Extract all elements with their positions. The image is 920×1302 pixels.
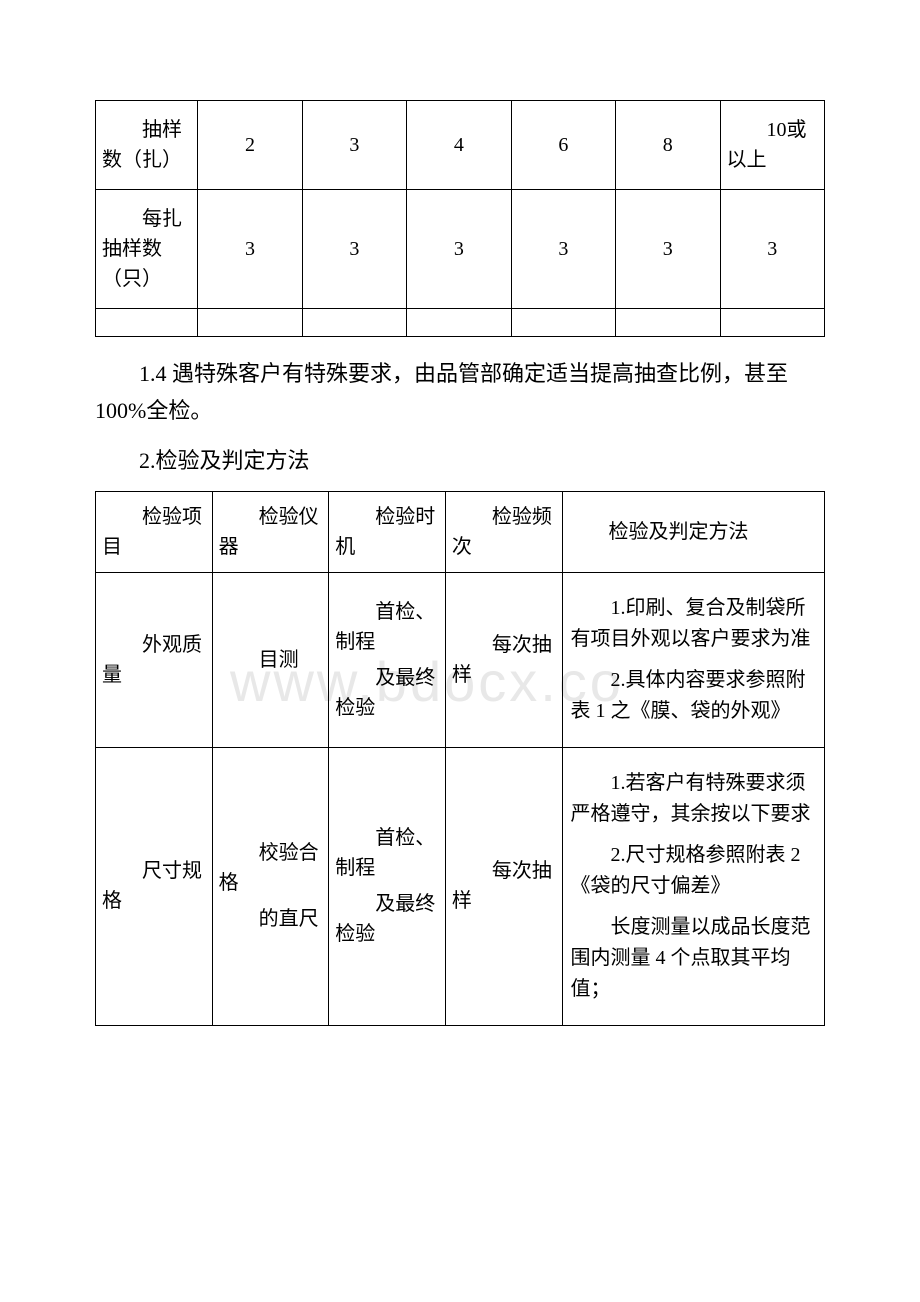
cell-value: 6 (511, 101, 615, 190)
method-text: 长度测量以成品长度范围内测量 4 个点取其平均值； (571, 912, 817, 1005)
cell-value: 3 (720, 190, 824, 309)
cell-value: 3 (302, 190, 406, 309)
method-text: 1.印刷、复合及制袋所有项目外观以客户要求为准 (571, 593, 817, 655)
inspection-table: 检验项目 检验仪器 检验时机 检验频次 检验及判定方法 外观质量 目测 首检、制… (95, 491, 825, 1026)
method-text: 2.具体内容要求参照附表 1 之《膜、袋的外观》 (571, 665, 817, 727)
table-row: 尺寸规格 校验合格 的直尺 首检、制程 及最终检验 每次抽样 1.若客户有特殊要… (96, 747, 825, 1025)
empty-cell (198, 309, 302, 337)
cell-value: 3 (407, 190, 511, 309)
empty-cell (96, 309, 198, 337)
sampling-table: 抽样数（扎） 2 3 4 6 8 10或以上 每扎抽样数（只） 3 3 3 3 … (95, 100, 825, 337)
timing-line: 首检、制程 (335, 597, 439, 657)
paragraph-note: 1.4 遇特殊客户有特殊要求，由品管部确定适当提高抽查比例，甚至 100%全检。 (95, 355, 825, 430)
instrument-line: 的直尺 (219, 904, 323, 934)
cell-value: 3 (198, 190, 302, 309)
table-row: 抽样数（扎） 2 3 4 6 8 10或以上 (96, 101, 825, 190)
cell-method: 1.若客户有特殊要求须严格遵守，其余按以下要求 2.尺寸规格参照附表 2《袋的尺… (562, 747, 825, 1025)
cell-value: 3 (616, 190, 720, 309)
cell-value: 10或以上 (720, 101, 824, 190)
method-text: 2.尺寸规格参照附表 2《袋的尺寸偏差》 (571, 840, 817, 902)
empty-cell (720, 309, 824, 337)
table-header-row: 检验项目 检验仪器 检验时机 检验频次 检验及判定方法 (96, 491, 825, 572)
empty-cell (407, 309, 511, 337)
timing-line: 首检、制程 (335, 823, 439, 883)
row-label: 每扎抽样数（只） (96, 190, 198, 309)
empty-cell (302, 309, 406, 337)
empty-cell (511, 309, 615, 337)
timing-line: 及最终检验 (335, 889, 439, 949)
row-label: 抽样数（扎） (96, 101, 198, 190)
cell-item: 尺寸规格 (96, 747, 213, 1025)
table-row (96, 309, 825, 337)
cell-value: 4 (407, 101, 511, 190)
table-row: 外观质量 目测 首检、制程 及最终检验 每次抽样 1.印刷、复合及制袋所有项目外… (96, 572, 825, 747)
method-text: 1.若客户有特殊要求须严格遵守，其余按以下要求 (571, 768, 817, 830)
empty-cell (616, 309, 720, 337)
cell-instrument: 校验合格 的直尺 (212, 747, 329, 1025)
cell-item: 外观质量 (96, 572, 213, 747)
header-instrument: 检验仪器 (212, 491, 329, 572)
instrument-line: 校验合格 (219, 838, 323, 898)
timing-line: 及最终检验 (335, 663, 439, 723)
section-heading: 2.检验及判定方法 (95, 444, 825, 477)
header-method: 检验及判定方法 (562, 491, 825, 572)
cell-timing: 首检、制程 及最终检验 (329, 572, 446, 747)
cell-value: 8 (616, 101, 720, 190)
table-row: 每扎抽样数（只） 3 3 3 3 3 3 (96, 190, 825, 309)
header-timing: 检验时机 (329, 491, 446, 572)
cell-value: 3 (511, 190, 615, 309)
cell-frequency: 每次抽样 (445, 572, 562, 747)
cell-timing: 首检、制程 及最终检验 (329, 747, 446, 1025)
header-item: 检验项目 (96, 491, 213, 572)
cell-frequency: 每次抽样 (445, 747, 562, 1025)
cell-value: 3 (302, 101, 406, 190)
cell-instrument: 目测 (212, 572, 329, 747)
cell-method: 1.印刷、复合及制袋所有项目外观以客户要求为准 2.具体内容要求参照附表 1 之… (562, 572, 825, 747)
cell-value: 2 (198, 101, 302, 190)
header-frequency: 检验频次 (445, 491, 562, 572)
